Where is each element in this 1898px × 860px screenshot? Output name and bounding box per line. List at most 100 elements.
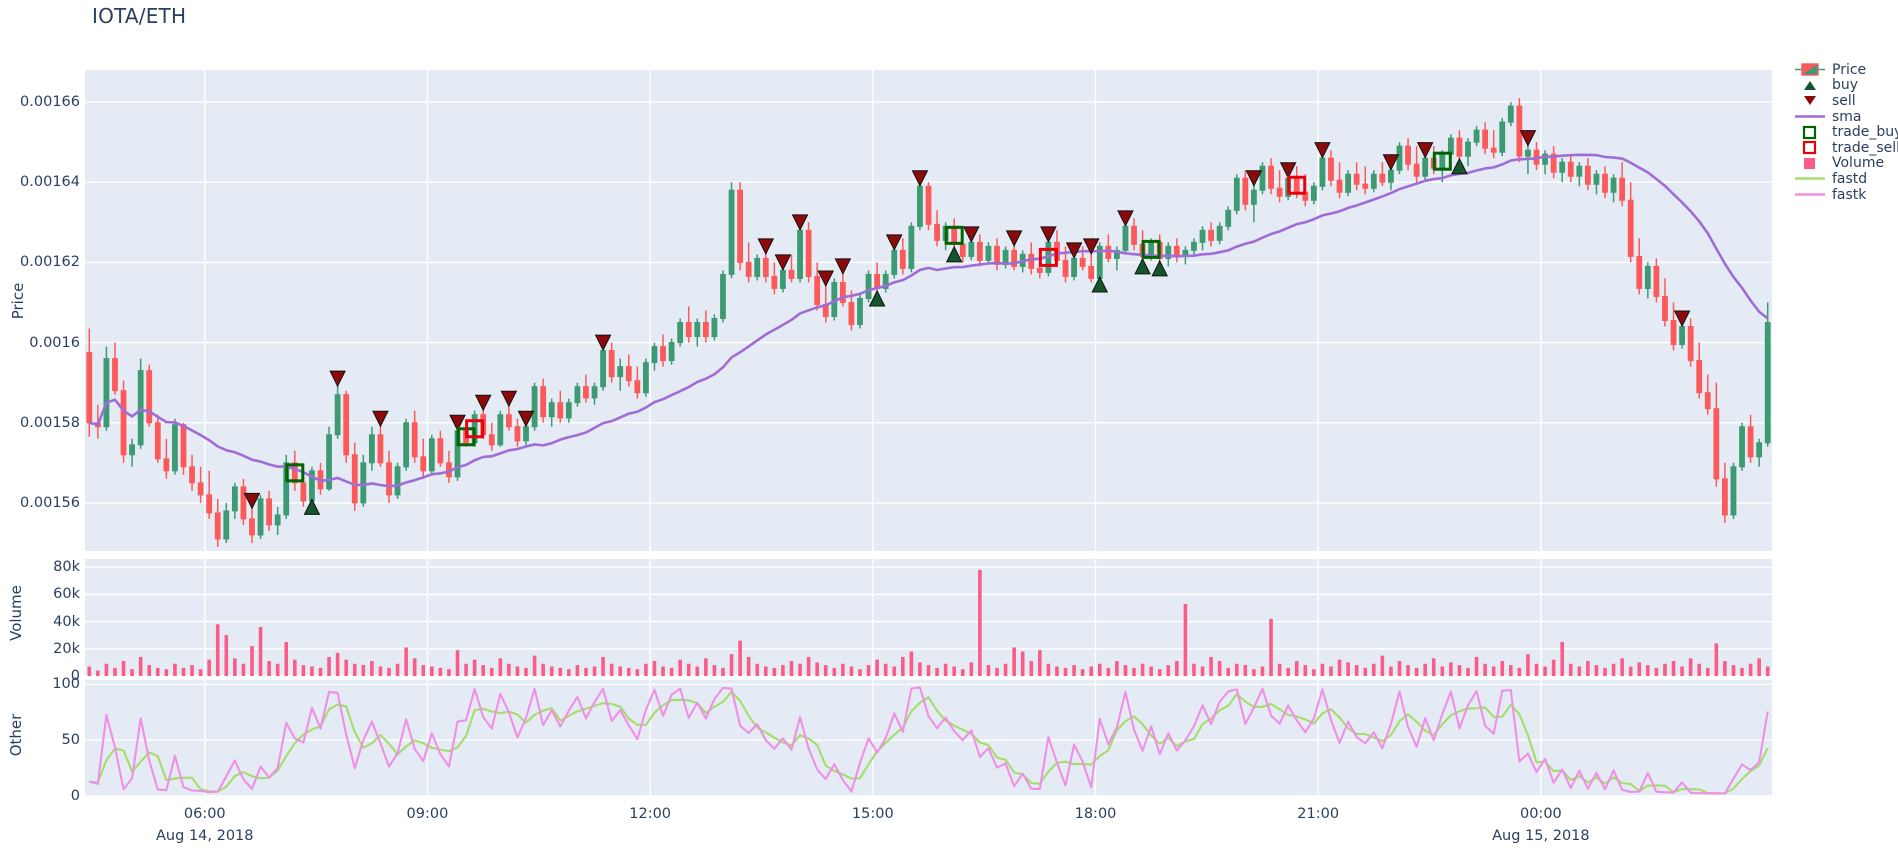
volume-bar [258, 627, 263, 676]
sell-marker [243, 492, 261, 510]
candle-body [120, 390, 127, 456]
volume-bar [1680, 666, 1684, 676]
volume-bar [1320, 663, 1325, 676]
candle-body [249, 518, 255, 536]
candle-body [685, 322, 692, 338]
x-date-label: Aug 14, 2018 [156, 828, 254, 844]
candle-body [368, 434, 375, 464]
volume-chart-svg [85, 559, 1772, 676]
candle-body [283, 462, 290, 516]
candle-body [591, 386, 598, 399]
candle-body [437, 438, 444, 464]
candle-body [1730, 466, 1737, 516]
candle-body [720, 273, 726, 320]
volume-bar [969, 662, 974, 676]
candle-body [1610, 177, 1617, 193]
sell-marker [1416, 142, 1434, 159]
candle-body [1379, 173, 1386, 183]
volume-bar [695, 666, 700, 676]
volume-bar [1003, 663, 1008, 676]
sell-marker [372, 410, 389, 428]
candle-body [300, 482, 307, 502]
candle-body [291, 462, 298, 484]
candle-body [420, 456, 427, 472]
legend-item-label: buy [1832, 77, 1859, 94]
volume-bar [1294, 661, 1299, 676]
chart-legend[interactable]: Price buy sell sma trade_buy trade_sell Volume… [1793, 62, 1898, 202]
candle-body [377, 434, 384, 464]
candle-body [360, 462, 367, 504]
other-plot-panel[interactable] [85, 680, 1772, 796]
volume-bar [1337, 659, 1342, 676]
legend-item-volume[interactable]: Volume [1793, 156, 1898, 172]
volume-bar [652, 661, 657, 676]
sma-line [88, 153, 1769, 488]
candle-body [1593, 173, 1600, 185]
volume-bar [1106, 667, 1111, 676]
candle-body [788, 269, 795, 279]
sell-marker [791, 214, 809, 231]
candle-body [634, 380, 641, 394]
candle-body [780, 269, 786, 289]
legend-item-buy[interactable]: buy [1793, 78, 1898, 94]
volume-plot-panel[interactable] [85, 559, 1772, 676]
legend-item-trade_sell[interactable]: trade_sell [1793, 140, 1898, 156]
price-plot-panel[interactable] [85, 70, 1772, 551]
candle-body [223, 510, 230, 540]
volume-bar [1483, 663, 1487, 676]
y-tick-label: 0.00166 [20, 94, 80, 111]
legend-item-sell[interactable]: sell [1793, 93, 1898, 109]
candle-body [1542, 153, 1548, 165]
candle-body [403, 422, 410, 468]
legend-item-fastk[interactable]: fastk [1793, 187, 1898, 203]
volume-bar [935, 667, 939, 676]
candle-body [891, 249, 898, 275]
triangle-down-icon [1793, 93, 1827, 108]
candle-body [394, 466, 401, 496]
candle-body [1233, 177, 1240, 211]
trade-sell-marker [465, 419, 485, 439]
candle-body [146, 370, 153, 424]
candle-body [1644, 265, 1651, 289]
candle-body [523, 426, 529, 442]
x-tick-label: 09:00 [406, 806, 449, 822]
candle-body [129, 444, 135, 456]
legend-item-trade_buy[interactable]: trade_buy [1793, 124, 1898, 140]
candle-body [411, 422, 418, 458]
legend-item-price[interactable]: Price [1793, 62, 1898, 78]
hollow-square-icon [1793, 125, 1827, 140]
volume-bar [1697, 663, 1702, 676]
candle-swatch-icon [1793, 62, 1827, 77]
candle-body [917, 185, 923, 227]
candle-body [677, 322, 684, 344]
candle-body [1011, 249, 1018, 267]
candle-body [531, 386, 538, 428]
volume-bar [926, 665, 931, 676]
legend-item-sma[interactable]: sma [1793, 109, 1898, 125]
volume-bar [1286, 667, 1290, 676]
candle-body [1653, 265, 1660, 297]
volume-bar [1740, 667, 1744, 676]
volume-bar [361, 665, 366, 676]
volume-bar [207, 659, 211, 676]
fastd-line [89, 690, 1769, 795]
legend-item-fastd[interactable]: fastd [1793, 171, 1898, 187]
candle-body [608, 350, 615, 378]
volume-bar [849, 666, 854, 676]
volume-bar [1029, 661, 1034, 676]
other-y-axis: 0 50 100 [0, 676, 80, 804]
candle-body [985, 245, 992, 261]
x-tick-label: 00:00 [1519, 806, 1562, 822]
buy-marker [868, 289, 886, 307]
x-tick-label: 15:00 [851, 806, 894, 822]
volume-bar [370, 661, 374, 676]
volume-bar [1020, 651, 1025, 676]
candle-body [505, 414, 512, 428]
candle-body [668, 342, 675, 362]
volume-bar [661, 666, 665, 676]
candle-body [1208, 229, 1214, 241]
volume-bar [138, 656, 143, 676]
buy-marker [1451, 157, 1468, 175]
volume-bar [1765, 666, 1770, 676]
candle-body [643, 362, 649, 394]
